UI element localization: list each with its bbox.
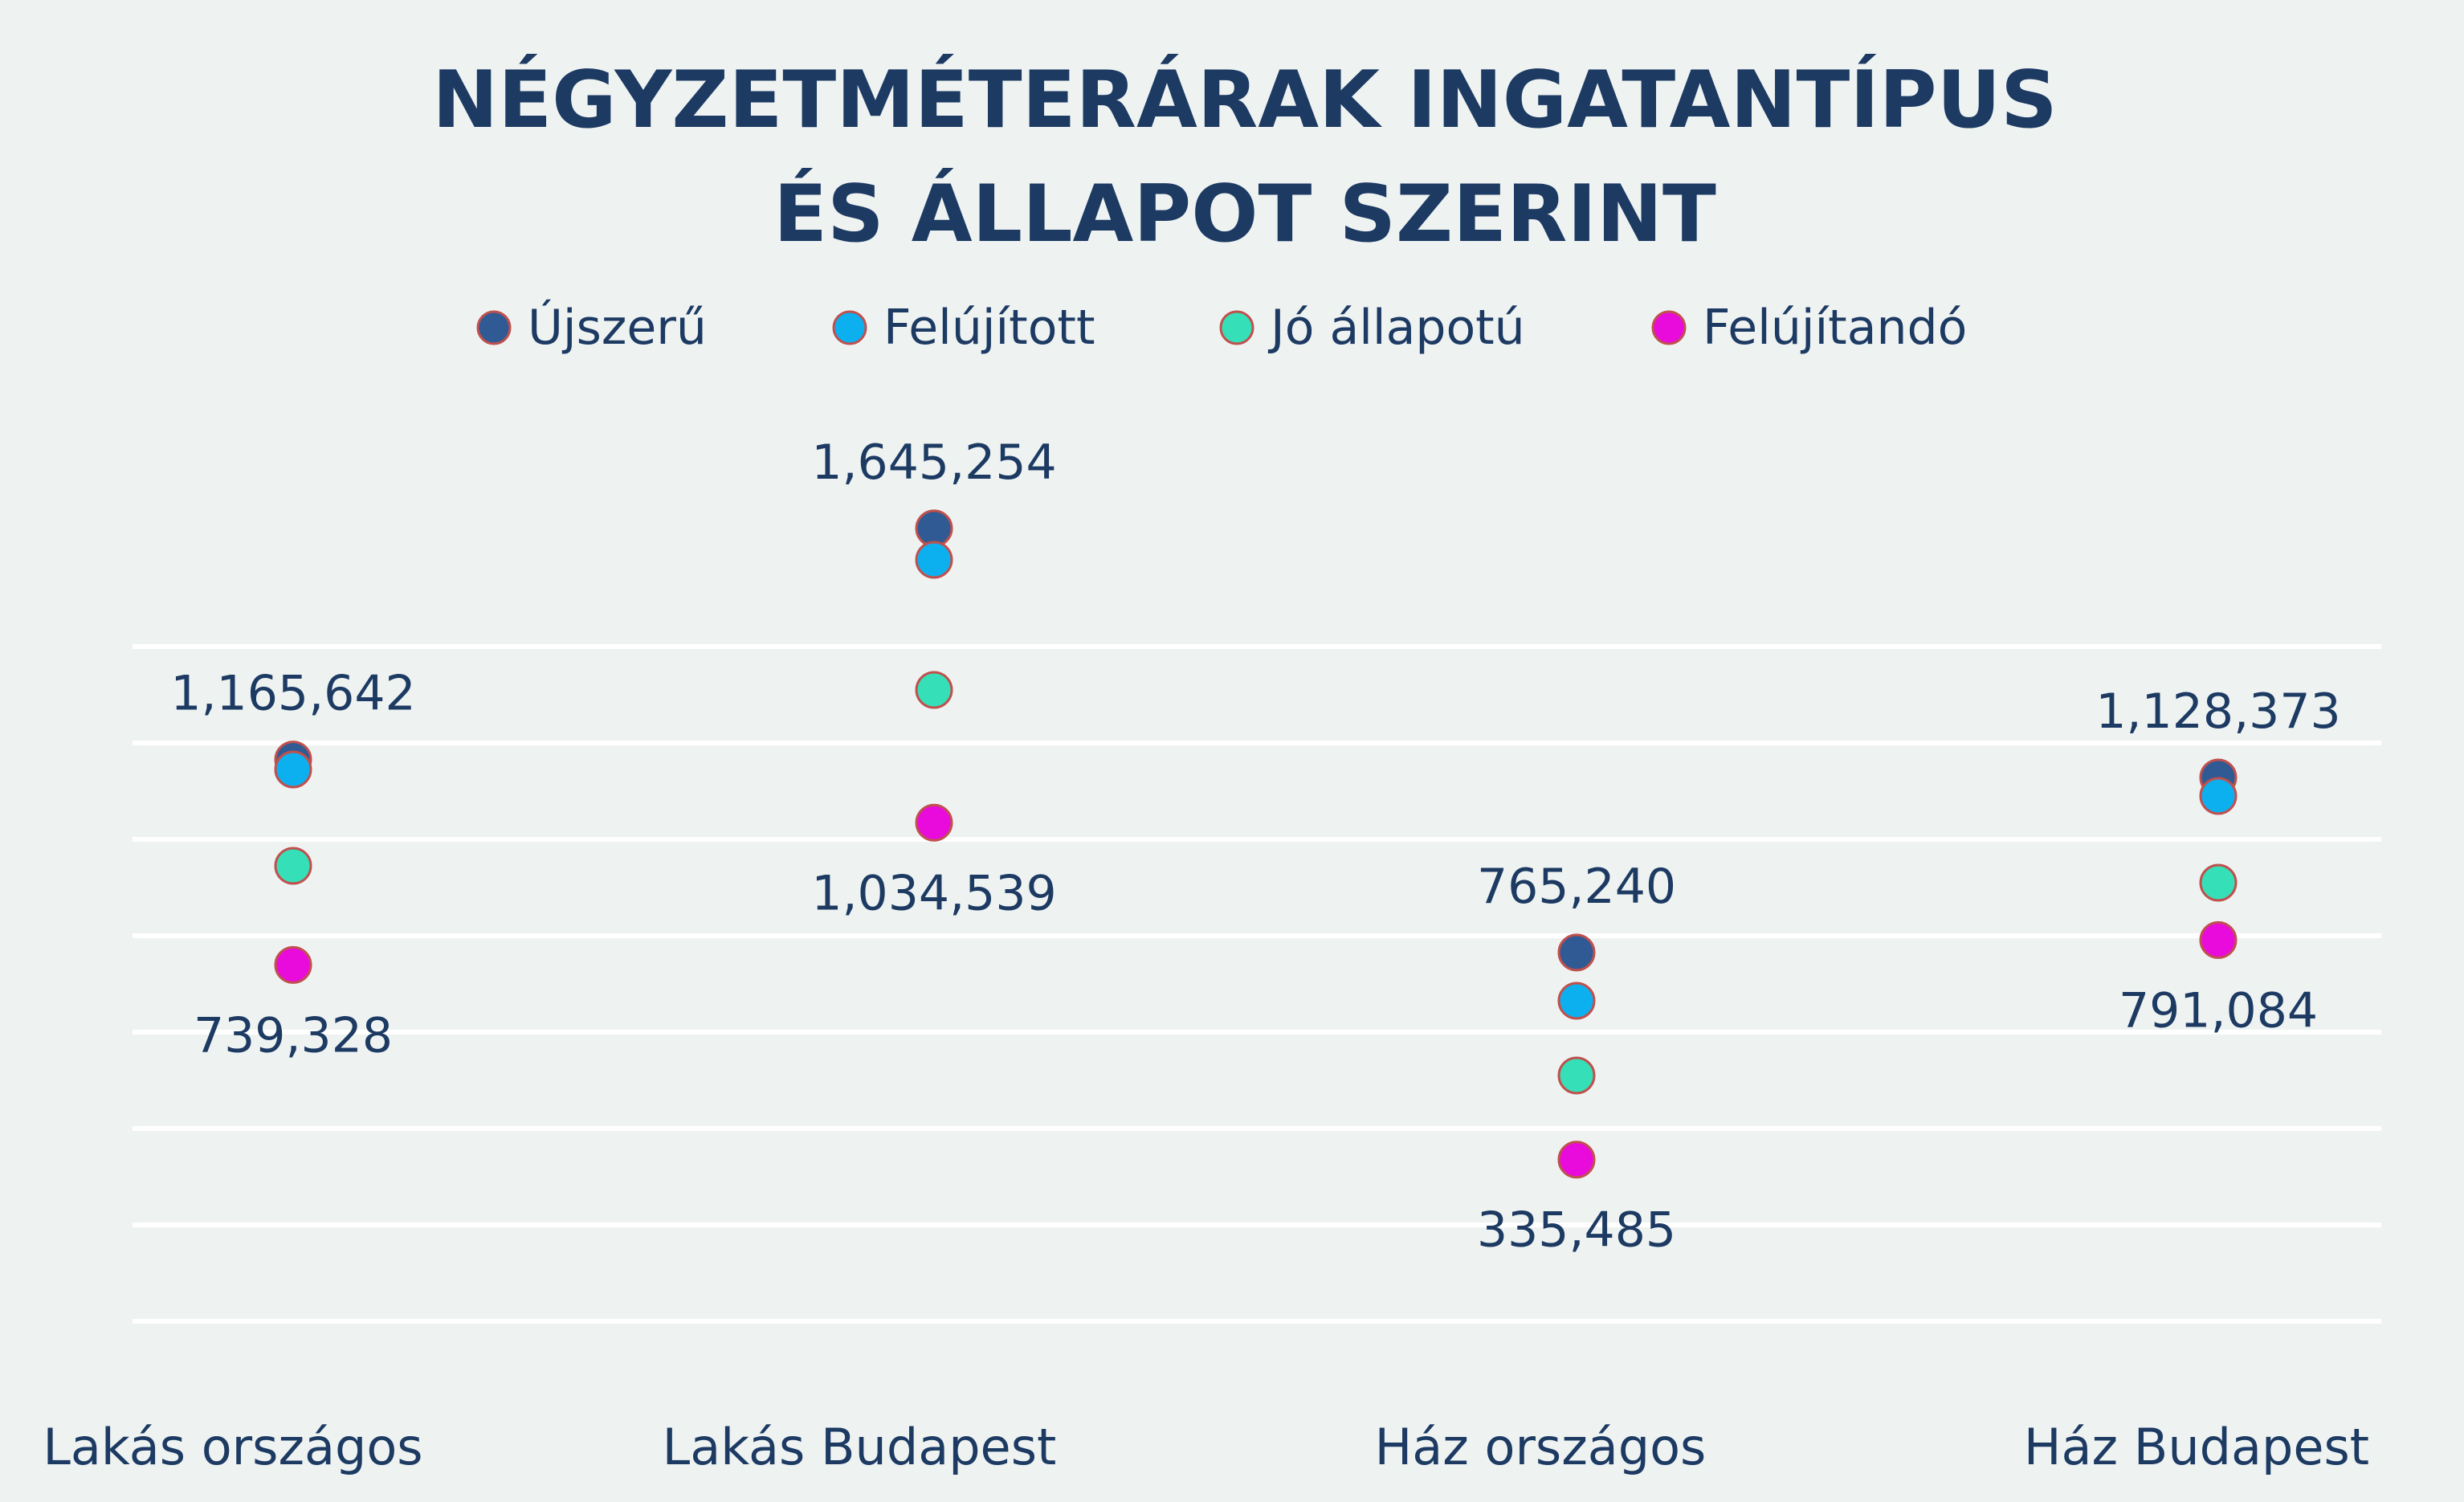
data-point (915, 671, 953, 709)
data-labels: 1,165,642 739,328 1,645,254 1,034,539 765,24… (170, 435, 2340, 1259)
legend-marker (1219, 310, 1254, 345)
data-point (274, 945, 312, 984)
data-point (2199, 920, 2238, 959)
category-label: Ház országos (1375, 1418, 1707, 1476)
legend-label: Újszerű (528, 299, 707, 356)
gridlines (133, 644, 2381, 1324)
chart-title-line-1: NÉGYZETMÉTERÁRAK INGATANTÍPUS (432, 54, 2058, 146)
legend-label: Felújítandó (1703, 300, 1967, 356)
category-label: Lakás Budapest (663, 1418, 1057, 1476)
data-point (274, 847, 312, 885)
legend-label: Jó állapotú (1267, 300, 1525, 356)
data-point (915, 509, 953, 548)
category-label: Ház Budapest (2024, 1418, 2369, 1476)
data-label: 765,240 (1477, 859, 1676, 915)
data-label: 1,128,373 (2095, 684, 2340, 740)
data-label: 335,485 (1477, 1202, 1676, 1259)
data-label: 1,034,539 (811, 865, 1056, 921)
legend-item: Felújított (832, 300, 1095, 356)
data-point (915, 803, 953, 842)
legend: Újszerű Felújított Jó állapotú Felújítandó (476, 299, 1967, 356)
legend-item: Jó állapotú (1219, 300, 1525, 356)
legend-marker (476, 310, 512, 345)
data-point (2199, 863, 2238, 902)
data-label: 1,645,254 (811, 435, 1056, 491)
legend-marker (1651, 310, 1687, 345)
category-labels: Lakás országos Lakás Budapest Ház országos… (43, 1418, 2369, 1476)
data-points (274, 509, 2238, 1179)
chart-title-line-2: ÉS ÁLLAPOT SZERINT (773, 168, 1716, 260)
legend-item: Újszerű (476, 299, 707, 356)
data-label: 1,165,642 (170, 666, 415, 722)
data-point (915, 541, 953, 579)
data-point (1557, 1141, 1596, 1179)
legend-item: Felújítandó (1651, 300, 1967, 356)
data-point (274, 750, 312, 789)
legend-label: Felújított (883, 300, 1095, 356)
data-point (1557, 1056, 1596, 1095)
data-point (1557, 933, 1596, 972)
category-label: Lakás országos (43, 1418, 422, 1476)
data-label: 791,084 (2119, 982, 2318, 1039)
data-label: 739,328 (194, 1007, 393, 1063)
legend-marker (832, 310, 867, 345)
data-point (1557, 982, 1596, 1020)
data-point (2199, 777, 2238, 815)
